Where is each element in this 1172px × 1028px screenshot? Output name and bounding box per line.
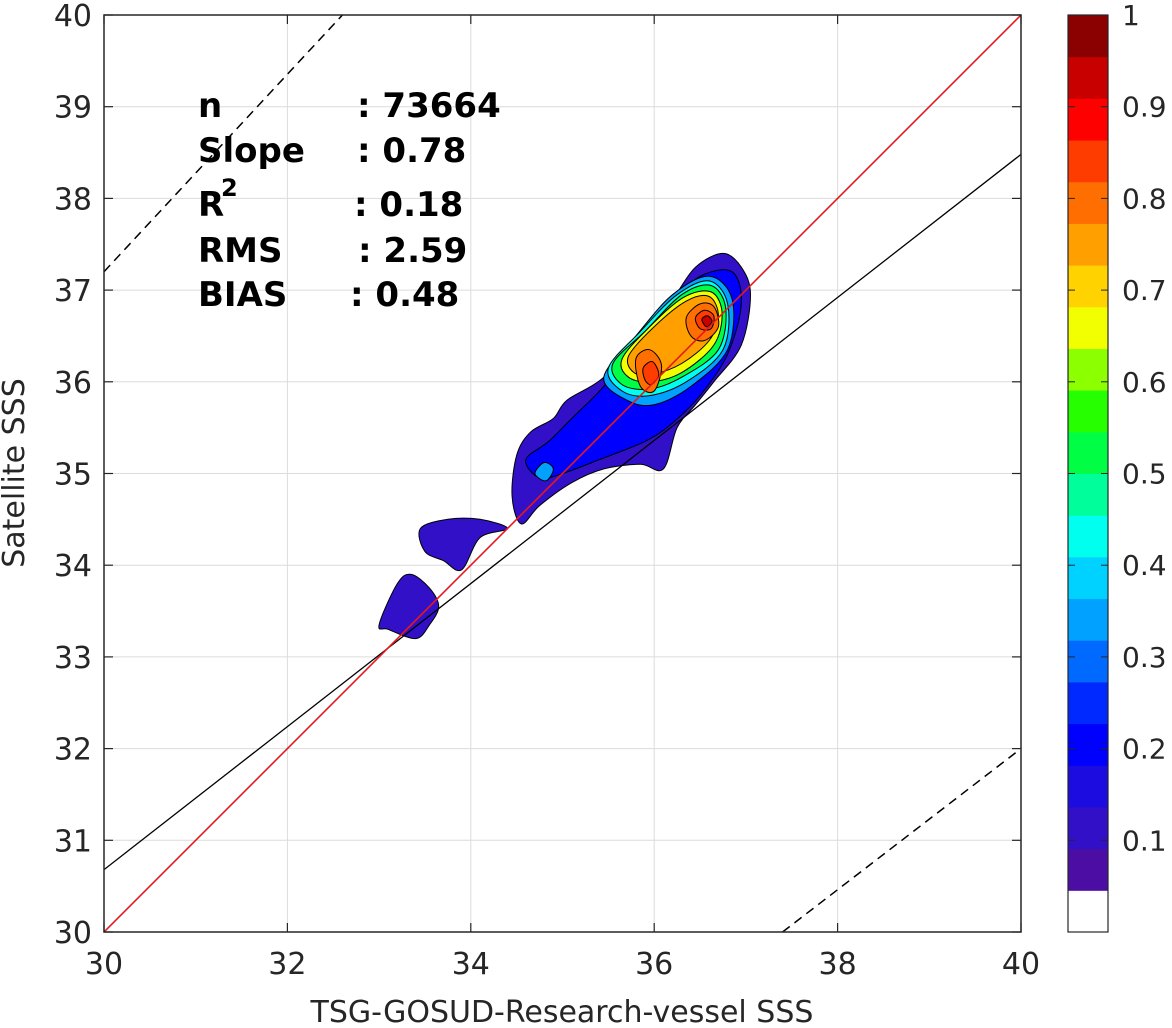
y-tick-label: 35 [54, 458, 92, 493]
axis-tick-marks [103, 14, 1022, 933]
stat-n-label: n [198, 86, 222, 126]
contour-level-0-95 [701, 315, 713, 328]
x-tick-label: 30 [85, 947, 123, 982]
colorbar: 0.1 0.2 0.3 0.4 0.5 0.6 0.7 0.8 0.9 1 [1067, 0, 1167, 933]
x-tick-label: 36 [635, 947, 673, 982]
stat-n-value: : 73664 [357, 86, 501, 126]
x-tick-labels: 30 32 34 36 38 40 [85, 947, 1040, 982]
colorbar-band [1068, 681, 1108, 725]
colorbar-tick-label: 0.3 [1122, 641, 1167, 674]
stat-rms-value: : 2.59 [358, 231, 467, 271]
colorbar-tick-label: 0.1 [1122, 824, 1167, 857]
colorbar-band [1068, 140, 1108, 183]
colorbar-band [1068, 765, 1108, 808]
stat-bias-value: : 0.48 [350, 275, 459, 315]
colorbar-band [1068, 473, 1108, 516]
y-axis-label: Satellite SSS [0, 378, 32, 568]
stat-slope-value: : 0.78 [357, 131, 466, 171]
y-tick-label: 39 [54, 91, 92, 126]
stat-bias-label: BIAS [198, 275, 287, 315]
colorbar-tick-label: 0.2 [1122, 733, 1167, 766]
y-tick-label: 34 [54, 549, 92, 584]
y-tick-label: 37 [54, 274, 92, 309]
y-tick-label: 30 [54, 916, 92, 951]
colorbar-band [1068, 265, 1108, 308]
x-tick-label: 32 [268, 947, 306, 982]
colorbar-tick-label: 0.8 [1122, 182, 1167, 215]
colorbar-band [1068, 98, 1108, 141]
upper-bound-dashed-line [104, 15, 343, 273]
colorbar-tick-label: 0.6 [1122, 366, 1167, 399]
colorbar-band [1068, 223, 1108, 266]
x-tick-label: 34 [452, 947, 490, 982]
stat-r2-label: R [198, 185, 224, 225]
stats-box: n : 73664 Slope : 0.78 R 2 : 0.18 RMS : … [198, 86, 501, 315]
x-tick-label: 40 [1002, 947, 1040, 982]
contour-level-0-05 [418, 517, 508, 572]
colorbar-band [1068, 390, 1108, 433]
colorbar-tick-label: 0.9 [1122, 91, 1167, 124]
lower-bound-dashed-line [782, 748, 1021, 932]
colorbar-band [1068, 598, 1108, 641]
colorbar-bands [1068, 15, 1108, 933]
regression-line [104, 153, 1021, 871]
x-axis-label: TSG-GOSUD-Research-vessel SSS [310, 995, 814, 1028]
y-tick-label: 31 [54, 824, 92, 859]
colorbar-tick-label: 0.7 [1122, 274, 1167, 307]
colorbar-band [1068, 806, 1108, 850]
stat-r2-value: : 0.18 [354, 185, 463, 225]
colorbar-band [1068, 56, 1108, 99]
colorbar-tick-label: 0.4 [1122, 549, 1167, 582]
colorbar-tick-label: 1 [1122, 0, 1140, 32]
x-tick-label: 38 [819, 947, 857, 982]
colorbar-band [1068, 723, 1108, 766]
y-tick-label: 32 [54, 733, 92, 768]
contour-level-0-25 [534, 461, 554, 482]
y-tick-label: 36 [54, 366, 92, 401]
colorbar-band [1068, 306, 1108, 349]
y-tick-label: 38 [54, 182, 92, 217]
colorbar-band [1068, 515, 1108, 558]
colorbar-band [1068, 556, 1108, 600]
colorbar-band [1068, 890, 1108, 933]
stat-r2-superscript: 2 [221, 174, 238, 202]
colorbar-ticks: 0.1 0.2 0.3 0.4 0.5 0.6 0.7 0.8 0.9 1 [1068, 0, 1167, 857]
stat-slope-label: Slope [198, 131, 305, 171]
stat-rms-label: RMS [198, 231, 283, 271]
colorbar-band [1068, 181, 1108, 224]
colorbar-band [1068, 848, 1108, 891]
colorbar-band [1068, 15, 1108, 58]
colorbar-band [1068, 348, 1108, 391]
contour-layer [378, 252, 751, 640]
colorbar-band [1068, 640, 1108, 683]
contour-level-0-05 [378, 573, 440, 640]
y-tick-labels: 30 31 32 33 34 35 36 37 38 39 40 [54, 0, 92, 951]
grid-lines [103, 14, 1022, 933]
identity-line [104, 15, 1021, 932]
colorbar-tick-label: 0.5 [1122, 458, 1167, 491]
colorbar-band [1068, 431, 1108, 474]
reference-lines [104, 15, 1021, 932]
y-tick-label: 33 [54, 641, 92, 676]
y-tick-label: 40 [54, 0, 92, 34]
